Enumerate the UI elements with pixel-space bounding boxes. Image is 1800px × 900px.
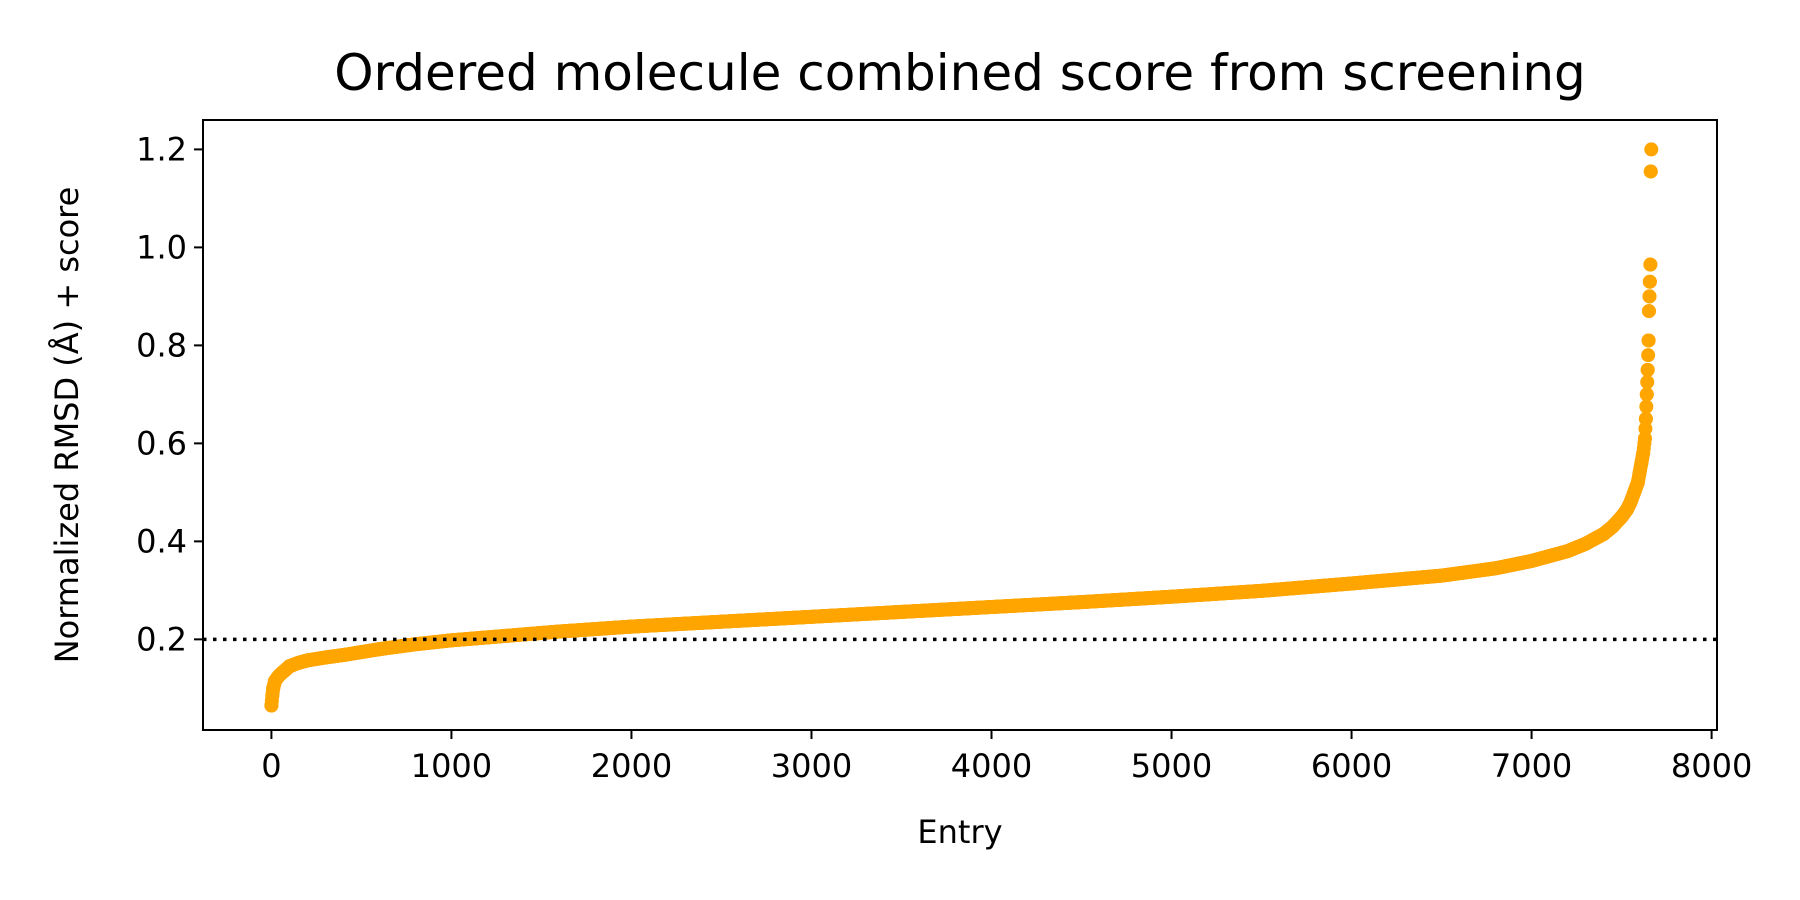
- x-tick-label: 6000: [1311, 747, 1392, 785]
- data-point: [804, 609, 819, 624]
- x-tick-label: 7000: [1491, 747, 1572, 785]
- x-axis-label: Entry: [917, 813, 1002, 851]
- data-point: [318, 650, 333, 665]
- data-point: [1488, 561, 1503, 576]
- y-tick-label: 0.2: [136, 620, 187, 658]
- x-tick-label: 0: [261, 747, 281, 785]
- y-tick-label: 0.6: [136, 424, 187, 462]
- data-point: [1344, 576, 1359, 591]
- x-tick-label: 5000: [1131, 747, 1212, 785]
- data-points: [264, 142, 1659, 713]
- data-point: [1637, 431, 1652, 446]
- data-point: [1636, 446, 1651, 461]
- x-tick-label: 1000: [411, 747, 492, 785]
- data-point: [984, 600, 999, 615]
- data-point: [1640, 375, 1655, 390]
- data-point: [372, 642, 387, 657]
- data-point: [1074, 595, 1089, 610]
- data-point: [1642, 289, 1657, 304]
- data-point: [480, 630, 495, 645]
- data-point: [1641, 304, 1656, 319]
- data-point: [1254, 583, 1269, 598]
- x-axis-ticks: 0 1000 2000 3000 4000 5000 6000 7000 8000: [261, 730, 1752, 785]
- data-point: [336, 648, 351, 663]
- data-point: [300, 653, 315, 668]
- data-point: [354, 645, 369, 660]
- data-point: [552, 624, 567, 639]
- chart-title: Ordered molecule combined score from scr…: [334, 44, 1586, 102]
- data-point: [1643, 257, 1658, 272]
- data-point: [1578, 536, 1593, 551]
- data-point: [894, 604, 909, 619]
- x-tick-label: 3000: [771, 747, 852, 785]
- data-point: [588, 622, 603, 637]
- data-point: [1643, 164, 1658, 179]
- data-point: [1638, 411, 1653, 426]
- data-point: [1640, 362, 1655, 377]
- y-tick-label: 0.4: [136, 522, 187, 560]
- data-point: [1639, 387, 1654, 402]
- data-point: [1524, 553, 1539, 568]
- data-point: [1164, 589, 1179, 604]
- data-point: [714, 614, 729, 629]
- data-point: [1434, 568, 1449, 583]
- x-tick-label: 4000: [951, 747, 1032, 785]
- data-point: [390, 639, 405, 654]
- data-point: [1605, 519, 1620, 534]
- x-tick-label: 8000: [1671, 747, 1752, 785]
- data-point: [426, 635, 441, 650]
- x-tick-label: 2000: [591, 747, 672, 785]
- data-point: [1641, 333, 1656, 348]
- y-axis-ticks: 0.2 0.4 0.6 0.8 1.0 1.2: [136, 130, 203, 658]
- data-point: [624, 619, 639, 634]
- data-point: [444, 633, 459, 648]
- y-tick-label: 0.8: [136, 326, 187, 364]
- data-point: [1560, 544, 1575, 559]
- y-tick-label: 1.2: [136, 130, 187, 168]
- plot-area-frame: [202, 119, 1718, 731]
- data-point: [1641, 348, 1656, 363]
- data-point: [1642, 274, 1657, 289]
- data-point: [516, 627, 531, 642]
- y-tick-label: 1.0: [136, 228, 187, 266]
- y-axis-label: Normalized RMSD (Å) + score: [48, 187, 86, 664]
- data-point: [1639, 399, 1654, 414]
- data-point: [1644, 142, 1659, 157]
- data-point: [408, 637, 423, 652]
